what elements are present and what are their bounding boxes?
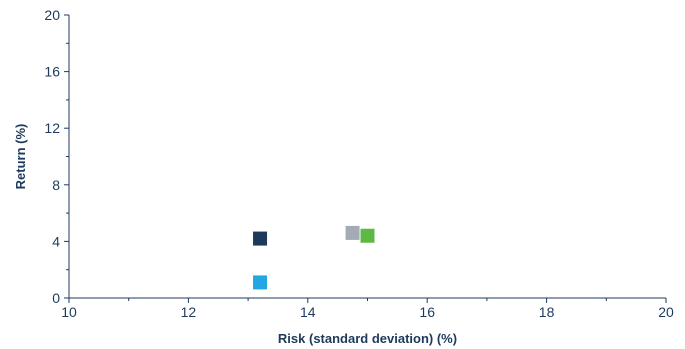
y-axis-title: Return (%) (13, 124, 28, 190)
x-tick-label: 10 (61, 304, 77, 320)
x-tick-label: 12 (181, 304, 197, 320)
data-point (253, 231, 268, 246)
y-tick-label: 0 (52, 290, 60, 306)
x-tick-label: 18 (539, 304, 555, 320)
data-point (360, 228, 375, 243)
y-tick-label: 20 (44, 7, 60, 23)
y-tick-label: 12 (44, 120, 60, 136)
data-point (253, 275, 268, 290)
x-axis-title: Risk (standard deviation) (%) (278, 331, 457, 346)
x-tick-label: 14 (300, 304, 316, 320)
x-tick-label: 20 (658, 304, 674, 320)
y-tick-label: 4 (52, 233, 60, 249)
point-group (253, 225, 375, 290)
axes (68, 15, 666, 299)
y-tick-label: 8 (52, 177, 60, 193)
tick-group: 10 12 14 16 18 20 0 4 8 12 16 20 (44, 7, 674, 320)
data-point (345, 225, 360, 240)
y-tick-label: 16 (44, 64, 60, 80)
x-tick-label: 16 (419, 304, 435, 320)
